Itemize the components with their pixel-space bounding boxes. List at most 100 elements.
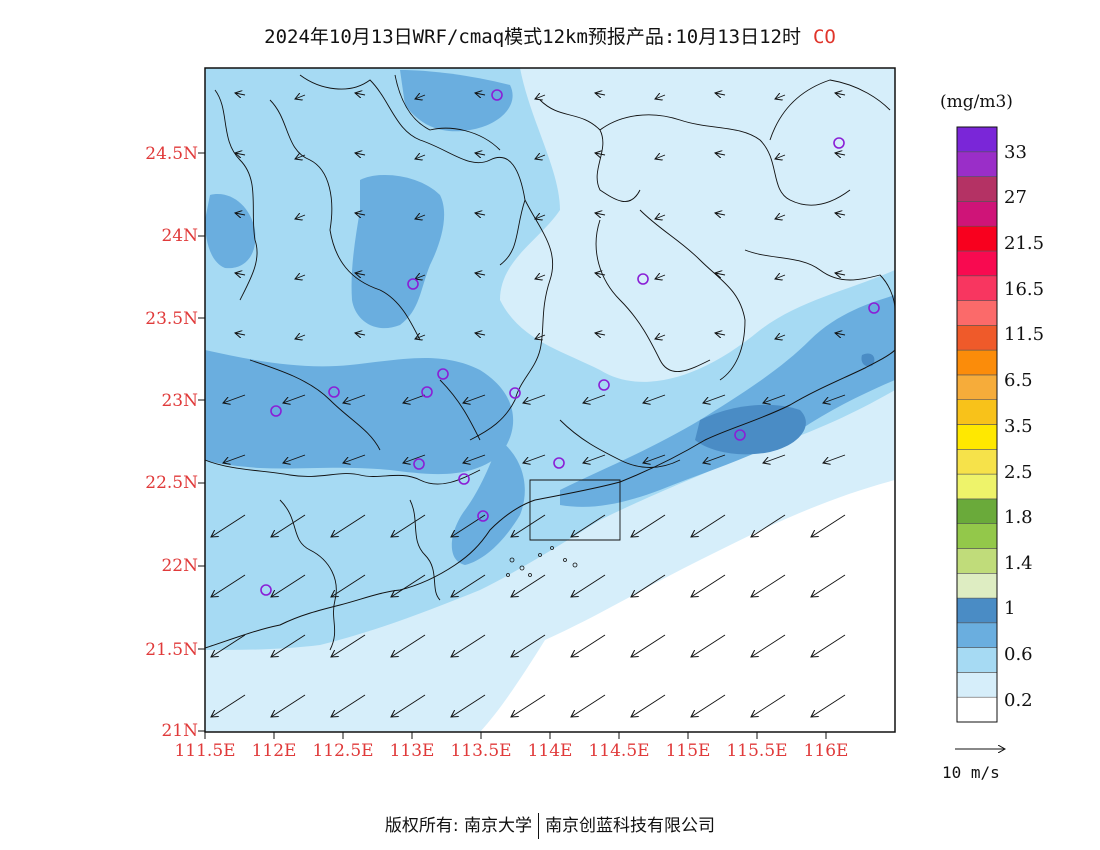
- wind-arrow: [391, 694, 426, 717]
- wind-arrow: [235, 93, 246, 95]
- lon-label-112-5: 112.5E: [312, 741, 374, 761]
- co-level-high-prd: [451, 440, 525, 565]
- wind-arrow: [271, 634, 306, 657]
- wind-arrow: [331, 694, 366, 717]
- wind-arrow: [715, 333, 726, 335]
- wind-arrow: [643, 454, 666, 463]
- wind-arrow: [235, 153, 246, 155]
- wind-arrow: [751, 514, 786, 537]
- wind-arrow: [691, 694, 726, 717]
- wind-arrow: [751, 634, 786, 657]
- wind-arrow: [283, 454, 306, 463]
- lat-label-22: 22N: [161, 556, 198, 576]
- wind-arrow: [295, 335, 306, 339]
- wind-arrow: [691, 574, 726, 597]
- wind-arrow: [703, 454, 726, 463]
- wind-arrow: [511, 574, 546, 597]
- wind-arrow: [811, 634, 846, 657]
- wind-arrow: [571, 694, 606, 717]
- wind-arrow: [463, 454, 486, 463]
- co-level-high-top: [400, 70, 513, 132]
- wind-arrow: [523, 394, 546, 403]
- copyright-right: 南京创蓝科技有限公司: [545, 816, 716, 836]
- wind-arrow: [355, 273, 366, 275]
- station-marker: [421, 386, 433, 398]
- lon-label-111-5: 111.5E: [174, 741, 236, 761]
- coastline: [205, 349, 895, 649]
- wind-arrow: [631, 634, 666, 657]
- station-marker: [509, 387, 521, 399]
- colorbar-swatch: [956, 473, 998, 500]
- wind-arrow: [343, 394, 366, 403]
- wind-arrow: [583, 394, 606, 403]
- wind-arrow: [343, 454, 366, 463]
- footer-divider: [538, 813, 540, 839]
- colorbar-swatch: [956, 448, 998, 475]
- colorbar-frame: [956, 126, 998, 723]
- wind-arrow: [655, 95, 666, 99]
- colorbar-swatch: [956, 300, 998, 326]
- wind-arrow: [355, 93, 366, 95]
- wind-arrow: [751, 574, 786, 597]
- copyright-footer: 版权所有: 南京大学 南京创蓝科技有限公司: [0, 811, 1100, 839]
- wind-arrow: [511, 514, 546, 537]
- lat-label-23-5: 23.5N: [145, 309, 198, 329]
- wind-arrow: [391, 634, 426, 657]
- wind-arrow: [235, 213, 246, 215]
- lat-label-21-5: 21.5N: [145, 640, 198, 660]
- wind-arrow: [331, 514, 366, 537]
- wind-arrow: [715, 93, 726, 95]
- wind-arrow: [271, 574, 306, 597]
- lon-label-112: 112E: [251, 741, 297, 761]
- wind-arrow: [571, 574, 606, 597]
- wind-arrow: [631, 514, 666, 537]
- wind-arrow: [823, 454, 846, 463]
- wind-arrow: [631, 694, 666, 717]
- wind-arrow: [475, 273, 486, 275]
- colorbar: [956, 126, 998, 723]
- wind-arrow: [355, 213, 366, 215]
- wind-arrow: [811, 694, 846, 717]
- co-level-low-patch: [520, 105, 895, 371]
- colorbar-swatch: [956, 275, 998, 301]
- wind-arrow: [295, 275, 306, 279]
- colorbar-swatch: [956, 696, 998, 723]
- lon-label-113: 113E: [389, 741, 435, 761]
- station-marker: [328, 386, 340, 398]
- wind-arrow: [595, 213, 606, 215]
- wind-arrow: [475, 333, 486, 335]
- wind-arrow: [811, 514, 846, 537]
- wind-arrow: [763, 454, 786, 463]
- wind-arrow: [355, 153, 366, 155]
- wind-arrow: [211, 634, 246, 657]
- wind-arrow: [595, 333, 606, 335]
- wind-arrow: [415, 155, 426, 159]
- colorbar-label: 1: [1004, 598, 1016, 619]
- wind-arrow: [475, 213, 486, 215]
- colorbar-swatch: [956, 597, 998, 624]
- longitude-tick-marks: [204, 732, 827, 739]
- colorbar-unit: (mg/m3): [940, 92, 1013, 112]
- wind-arrow: [655, 155, 666, 159]
- wind-arrow: [523, 454, 546, 463]
- wind-arrow: [451, 694, 486, 717]
- colorbar-swatch: [956, 151, 998, 177]
- wind-arrow: [691, 634, 726, 657]
- wind-arrow: [715, 153, 726, 155]
- colorbar-swatch: [956, 225, 998, 252]
- station-marker: [734, 429, 746, 441]
- colorbar-label: 0.2: [1004, 690, 1033, 711]
- wind-arrow: [583, 454, 606, 463]
- latitude-tick-marks: [198, 152, 205, 732]
- wind-arrow: [295, 95, 306, 99]
- wind-arrow: [403, 454, 426, 463]
- station-marker: [270, 405, 282, 417]
- wind-arrow: [835, 333, 846, 335]
- wind-arrow: [211, 514, 246, 537]
- wind-arrow: [475, 153, 486, 155]
- station-marker: [491, 89, 503, 101]
- station-marker: [413, 458, 425, 470]
- station-marker: [407, 278, 419, 290]
- wind-arrow: [535, 335, 546, 339]
- wind-arrow: [403, 394, 426, 403]
